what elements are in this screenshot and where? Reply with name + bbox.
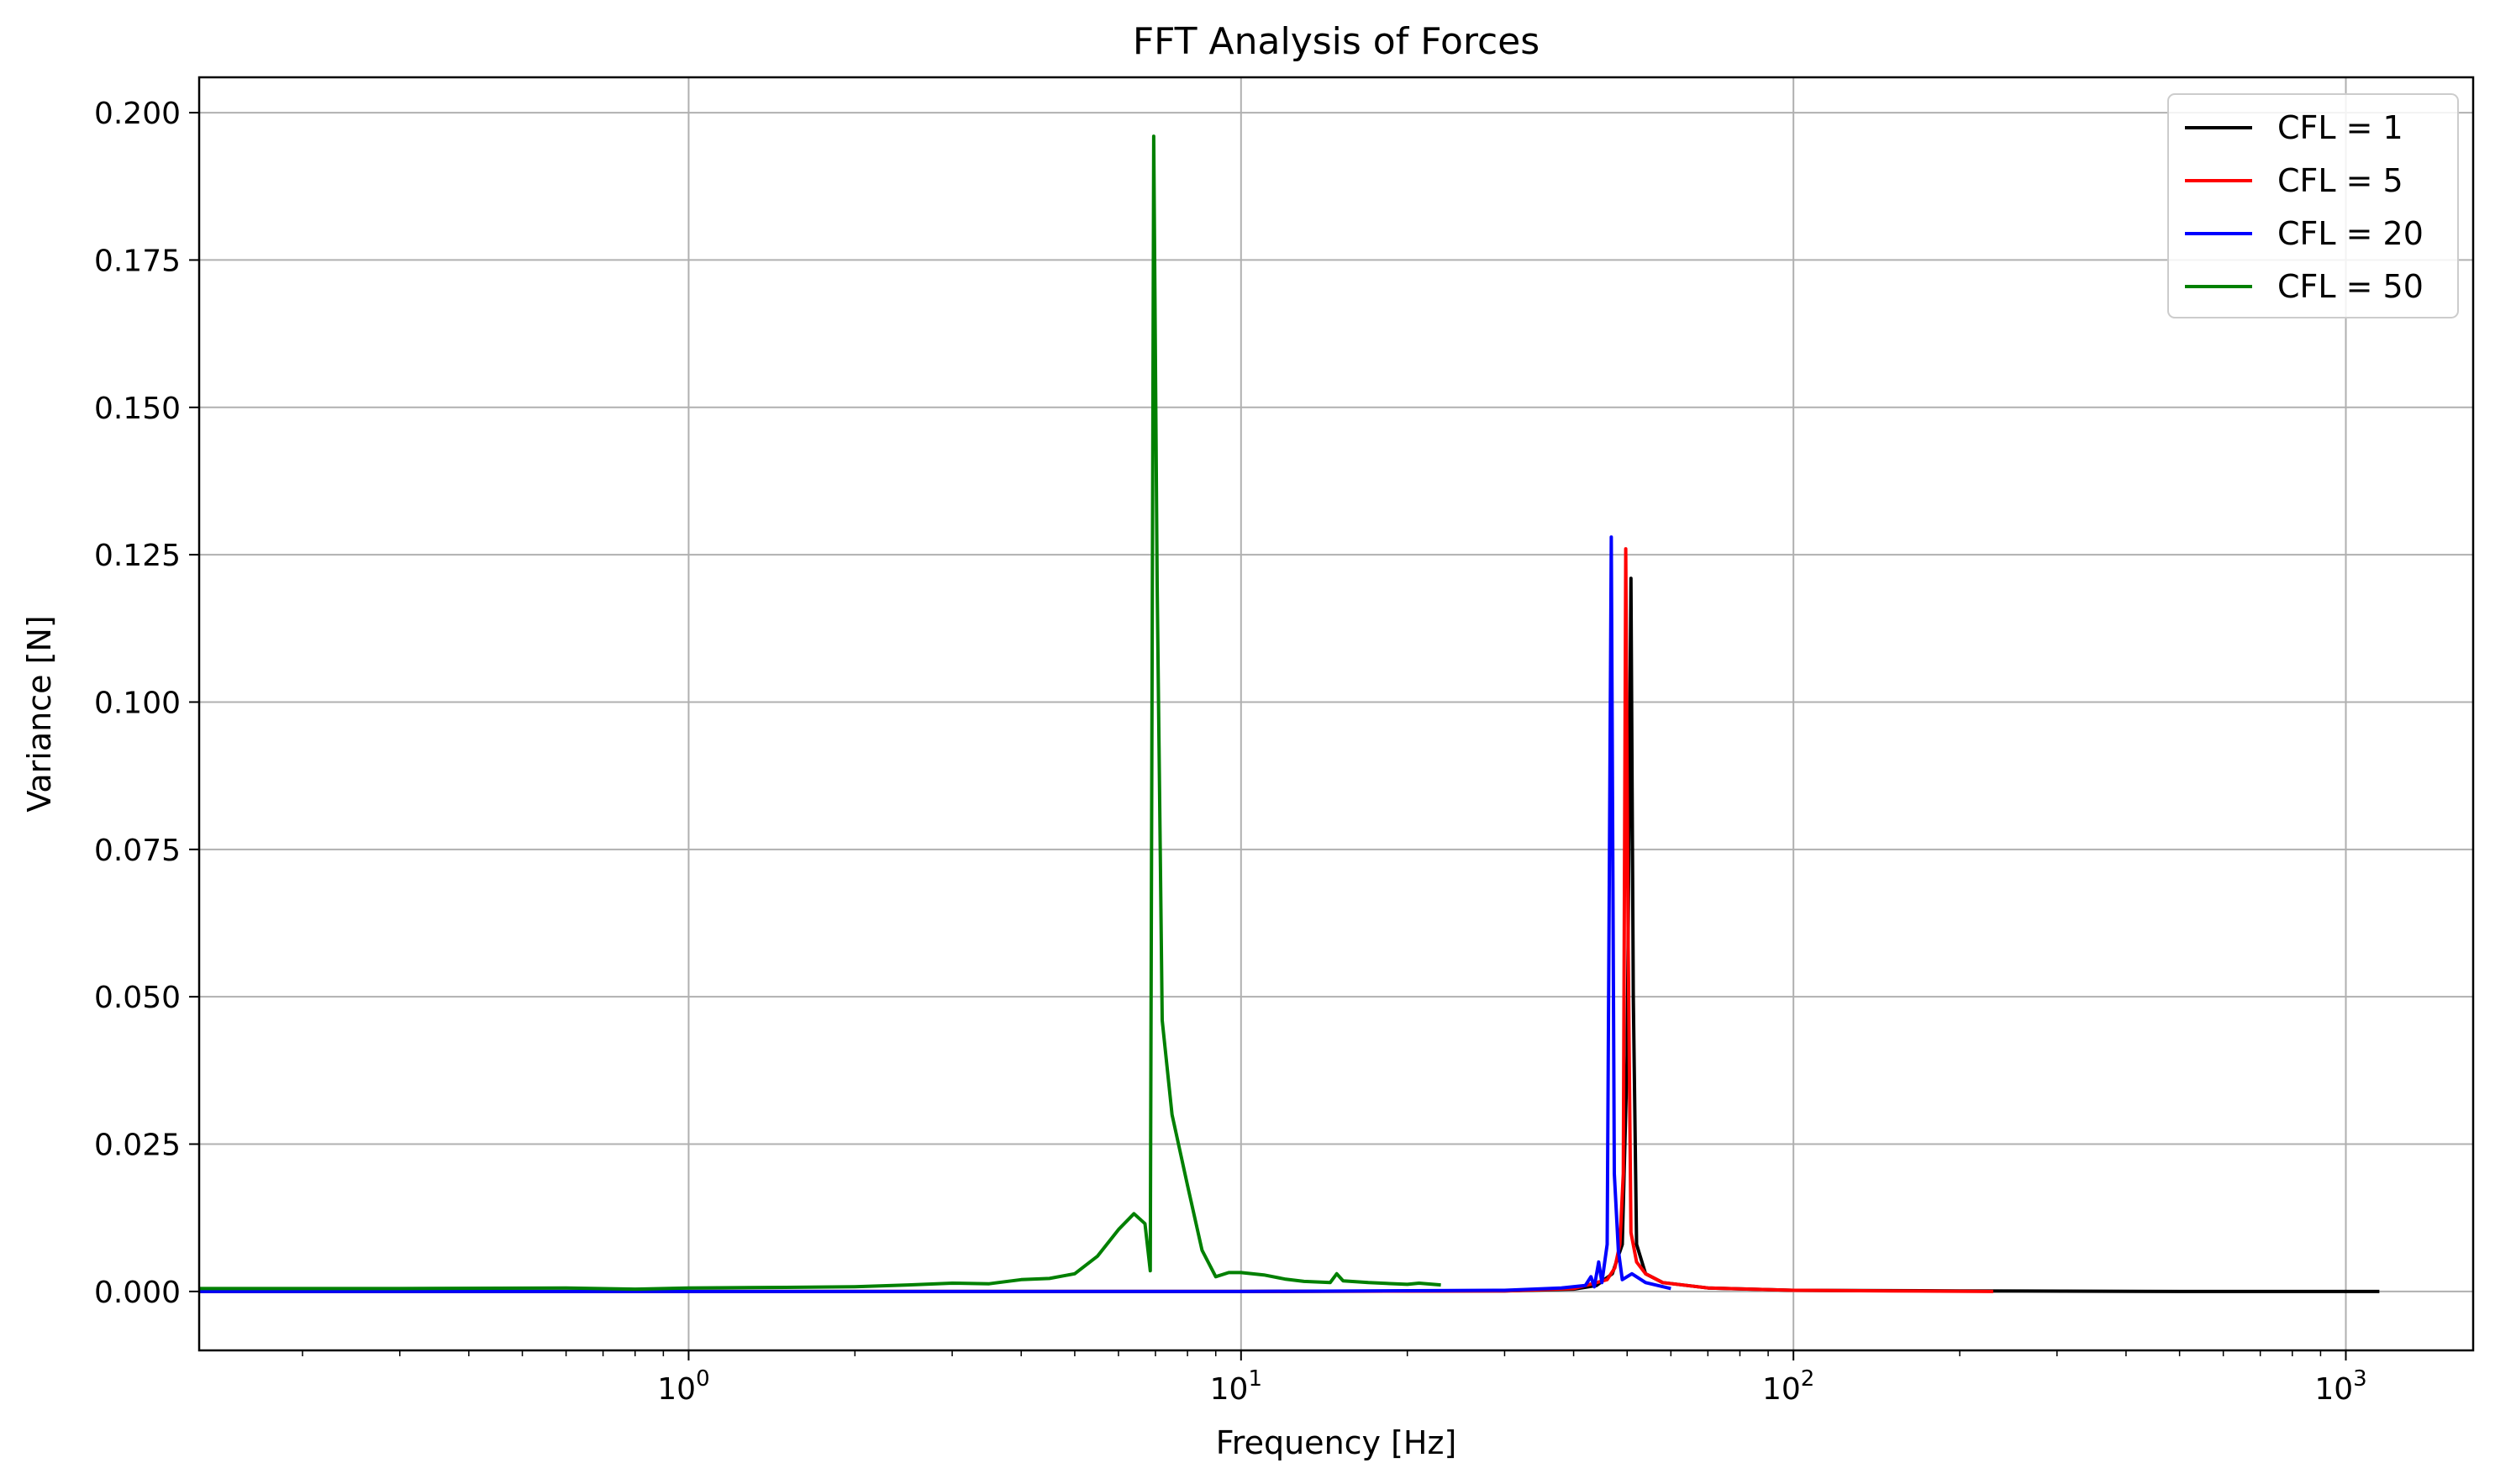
x-tick-label: 102 (1762, 1366, 1814, 1407)
y-tick-label: 0.175 (94, 244, 181, 278)
legend-box (2167, 93, 2459, 318)
x-tick-label: 101 (1210, 1366, 1262, 1407)
y-tick-label: 0.200 (94, 97, 181, 131)
legend-label: CFL = 50 (2277, 268, 2424, 305)
y-tick-label: 0.000 (94, 1276, 181, 1310)
y-tick-label: 0.125 (94, 539, 181, 573)
series-layer (199, 134, 2380, 1293)
series-line-cfl-4 (199, 134, 1441, 1292)
x-tick-label: 100 (657, 1366, 709, 1407)
y-axis-ticks: 0.000 0.025 0.050 0.075 0.100 0.125 0.150 0.175… (94, 97, 199, 1310)
y-tick-label: 0.150 (94, 392, 181, 426)
legend-label: CFL = 20 (2277, 215, 2424, 252)
y-axis-label: Variance [N] (21, 615, 58, 812)
x-tick-label: 103 (2314, 1366, 2366, 1407)
legend-label: CFL = 5 (2277, 162, 2403, 199)
chart-title: FFT Analysis of Forces (1133, 20, 1540, 63)
minor-ticks (302, 1350, 2322, 1356)
legend: CFL = 1 CFL = 5 CFL = 20 CFL = 50 (2167, 93, 2459, 318)
series-line-cfl-3 (199, 535, 1671, 1293)
y-tick-label: 0.100 (94, 686, 181, 720)
x-axis-ticks: 100 101 102 103 (657, 1350, 2367, 1407)
y-tick-label: 0.075 (94, 834, 181, 868)
y-tick-label: 0.025 (94, 1129, 181, 1163)
plot-frame (197, 76, 2475, 1352)
x-axis-label: Frequency [Hz] (1216, 1424, 1457, 1461)
legend-label: CFL = 1 (2277, 109, 2403, 146)
y-tick-label: 0.050 (94, 981, 181, 1015)
